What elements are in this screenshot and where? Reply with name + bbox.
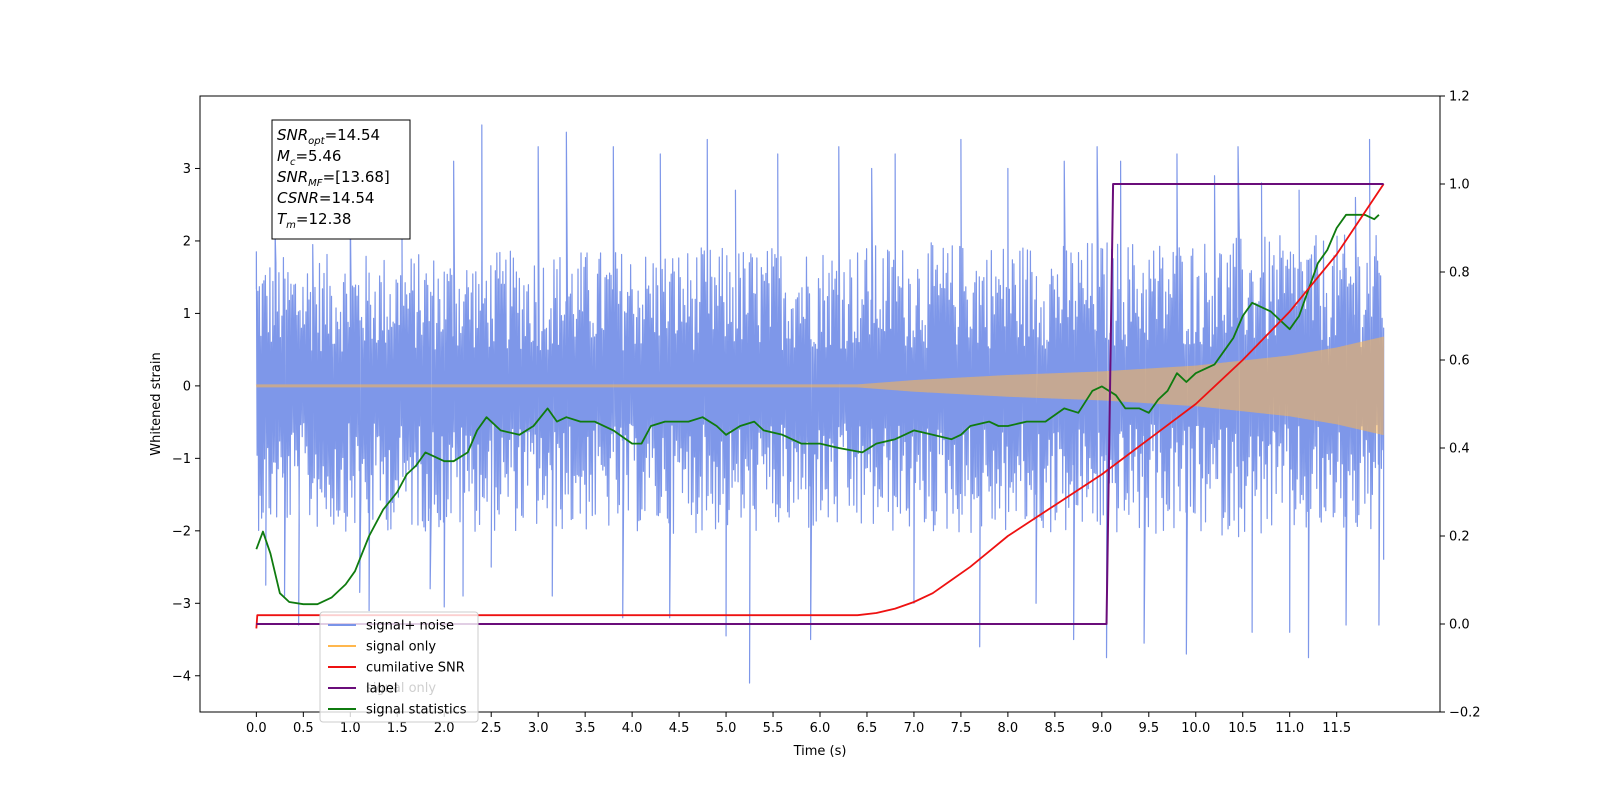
stats-line: SNRopt=14.54: [277, 126, 380, 147]
y-left-tick-label: −4: [172, 669, 191, 684]
x-tick-label: 3.0: [528, 721, 549, 736]
series-label: [256, 183, 1384, 625]
y-left-tick-label: −1: [172, 452, 191, 467]
x-tick-label: 4.5: [669, 721, 690, 736]
stats-line: Tm=12.38: [277, 210, 351, 231]
x-tick-label: 0.0: [246, 721, 267, 736]
stats-line: SNRMF=[13.68]: [277, 168, 390, 189]
legend-entry-label: signal only: [366, 640, 436, 655]
stats-annotation-box: SNRopt=14.54Mc=5.46SNRMF=[13.68]CSNR=14.…: [271, 119, 411, 240]
x-tick-label: 9.0: [1091, 721, 1112, 736]
y-right-tick-label: 0.4: [1449, 442, 1470, 457]
y-left-tick-label: −3: [172, 597, 191, 612]
x-tick-label: 5.0: [716, 721, 737, 736]
x-tick-label: 10.0: [1181, 721, 1210, 736]
x-tick-label: 11.0: [1275, 721, 1304, 736]
stats-line: CSNR=14.54: [277, 189, 374, 207]
y-left-tick-label: −2: [172, 524, 191, 539]
series-cumulative-snr: [255, 183, 1385, 629]
stats-line: Mc=5.46: [277, 147, 341, 168]
y-left-tick-label: 3: [183, 162, 191, 177]
y-right-tick-label: −0.2: [1449, 706, 1481, 721]
x-tick-label: 8.0: [998, 721, 1019, 736]
legend-frame: [319, 611, 479, 723]
x-tick-label: 6.5: [857, 721, 878, 736]
series-signal-plus-noise: [255, 124, 1385, 684]
legend: signal only signal+ noise signal only cumil…: [319, 611, 479, 723]
x-tick-label: 9.5: [1138, 721, 1159, 736]
y-left-tick-label: 0: [183, 379, 191, 394]
x-tick-label: 2.5: [481, 721, 502, 736]
y-right-tick-label: 1.0: [1449, 178, 1470, 193]
y-right-tick-label: 1.2: [1449, 90, 1470, 105]
y-left-tick-label: 2: [183, 234, 191, 249]
x-tick-label: 1.0: [340, 721, 361, 736]
x-tick-label: 6.0: [810, 721, 831, 736]
x-tick-label: 0.5: [293, 721, 314, 736]
x-tick-label: 2.0: [434, 721, 455, 736]
x-tick-label: 7.5: [951, 721, 972, 736]
legend-entry-label: signal+ noise: [366, 619, 454, 634]
x-tick-label: 8.5: [1045, 721, 1066, 736]
axes-layer: 0.0 0.5 1.0 1.5 2.0 2.5 3.0 3.5 4.0 4.5 5.0 5.5 6.0 6…: [172, 90, 1481, 737]
x-tick-label: 11.5: [1322, 721, 1351, 736]
series-signal-statistics: [255, 213, 1380, 606]
legend-entry-label: signal statistics: [366, 703, 467, 718]
y-right-tick-label: 0.2: [1449, 530, 1470, 545]
x-tick-label: 1.5: [387, 721, 408, 736]
y-axis-label-left: Whitened strain: [149, 352, 164, 455]
stats-box-frame: [271, 119, 411, 240]
y-right-tick-label: 0.6: [1449, 354, 1470, 369]
x-tick-label: 3.5: [575, 721, 596, 736]
legend-entry-label: label: [366, 682, 397, 697]
x-tick-label: 7.0: [904, 721, 925, 736]
x-axis-label: Time (s): [793, 744, 847, 759]
y-right-tick-label: 0.0: [1449, 618, 1470, 633]
legend-entry-label: cumilative SNR: [366, 661, 465, 676]
x-tick-label: 10.5: [1228, 721, 1257, 736]
y-left-tick-label: 1: [183, 307, 191, 322]
plot-series-layer: [255, 124, 1385, 684]
y-right-tick-label: 0.8: [1449, 266, 1470, 281]
series-signal-only: [255, 336, 1385, 436]
legend-ghost-text: signal only: [366, 681, 436, 696]
x-tick-label: 5.5: [763, 721, 784, 736]
x-tick-label: 4.0: [622, 721, 643, 736]
